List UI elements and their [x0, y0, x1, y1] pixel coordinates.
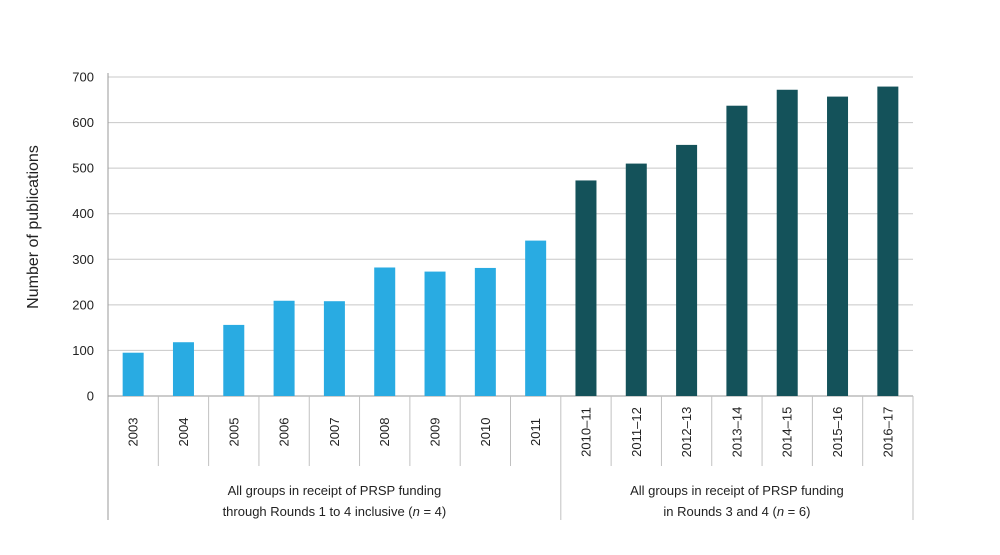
- y-tick-label: 0: [87, 389, 94, 404]
- bar-2005: [223, 324, 245, 396]
- bar-2016–17: [877, 86, 899, 396]
- bar-2014–15: [776, 89, 798, 396]
- y-tick-label: 100: [72, 343, 94, 358]
- x-tick-label: 2010–11: [578, 407, 593, 457]
- bar-2013–14: [726, 105, 748, 397]
- bar-2009: [424, 271, 446, 396]
- group-label-line1: All groups in receipt of PRSP funding: [228, 483, 442, 498]
- group-label-line2: through Rounds 1 to 4 inclusive (n = 4): [223, 504, 447, 519]
- bar-2012–13: [676, 144, 698, 396]
- x-tick-label: 2006: [277, 418, 292, 447]
- bar-2010–11: [575, 180, 597, 396]
- x-tick-label: 2008: [377, 418, 392, 447]
- y-axis-ticks: 0 100 200 300 400 500 600 700: [72, 70, 94, 404]
- x-tick-label: 2010: [478, 418, 493, 447]
- x-tick-label: 2009: [428, 418, 443, 447]
- x-tick-label: 2015–16: [830, 407, 845, 458]
- group-label-line1: All groups in receipt of PRSP funding: [630, 483, 844, 498]
- bar-2006: [273, 300, 295, 396]
- y-tick-label: 200: [72, 297, 94, 312]
- x-tick-label: 2007: [327, 418, 342, 447]
- bar-2011: [525, 240, 547, 396]
- y-axis-label: Number of publications: [25, 145, 42, 309]
- y-tick-label: 400: [72, 206, 94, 221]
- x-tick-label: 2005: [226, 418, 241, 447]
- y-tick-label: 500: [72, 161, 94, 176]
- group-label-line2: in Rounds 3 and 4 (n = 6): [663, 504, 810, 519]
- x-tick-label: 2004: [176, 418, 191, 447]
- y-tick-label: 600: [72, 115, 94, 130]
- x-tick-label: 2012–13: [679, 407, 694, 458]
- x-tick-label: 2016–17: [880, 407, 895, 458]
- bars: [122, 86, 899, 397]
- bar-2015–16: [827, 96, 849, 397]
- x-tick-label: 2014–15: [780, 407, 795, 458]
- bar-2007: [323, 301, 345, 396]
- y-tick-label: 300: [72, 252, 94, 267]
- bar-2008: [374, 267, 396, 396]
- x-tick-label: 2013–14: [729, 407, 744, 458]
- bar-2004: [172, 342, 194, 396]
- y-tick-label: 700: [72, 70, 94, 85]
- x-tick-label: 2011: [528, 418, 543, 446]
- x-axis-categories: 2003 2004 2005 2006 2007 2008 2009 2010 2011 2010…: [126, 396, 914, 520]
- x-tick-label: 2003: [126, 418, 141, 447]
- bar-2003: [122, 352, 144, 396]
- x-tick-label: 2011–12: [629, 407, 644, 457]
- bar-2010: [474, 267, 496, 396]
- bar-2011–12: [625, 163, 647, 396]
- x-axis-groups: All groups in receipt of PRSP funding thr…: [223, 483, 844, 519]
